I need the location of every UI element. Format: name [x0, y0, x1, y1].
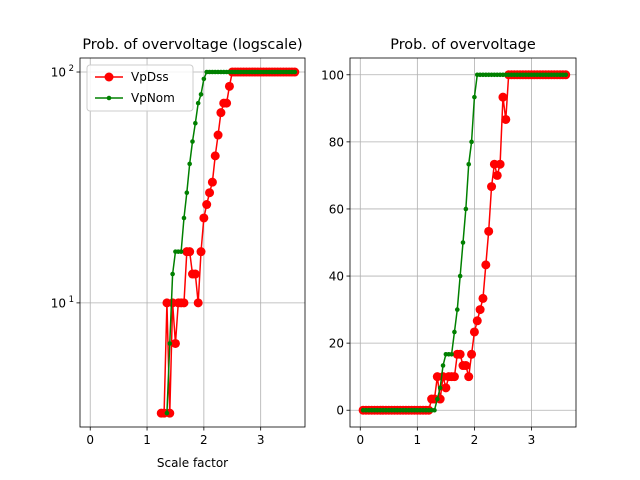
data-point-vpdss: [441, 383, 451, 393]
data-point-vpdss: [213, 130, 223, 140]
data-point-vpdss: [498, 92, 508, 102]
data-point-vpdss: [461, 361, 471, 371]
data-point-vpnom: [432, 407, 437, 413]
data-point-vpdss: [487, 182, 497, 192]
legend: VpDss VpNom: [86, 64, 194, 112]
y-tick-label: 40: [329, 270, 344, 284]
data-point-vpdss: [196, 247, 206, 257]
data-point-vpnom: [472, 94, 477, 100]
x-tick-label: 0: [86, 433, 94, 447]
legend-label-vpdss: VpDss: [131, 70, 169, 84]
x-tick-label: 3: [528, 433, 536, 447]
data-point-vpnom: [193, 120, 198, 126]
legend-marker-vpdss: [104, 72, 114, 82]
data-point-vpnom: [452, 329, 457, 335]
x-tick-label: 0: [356, 433, 364, 447]
right-plot-panel: Prob. of overvoltage 0 1 2 3 0 20 40 60 80 100: [321, 37, 577, 447]
x-tick-label: 1: [414, 433, 422, 447]
right-plot-title: Prob. of overvoltage: [390, 37, 536, 53]
left-plot-series: [156, 67, 300, 418]
data-point-vpdss: [207, 177, 217, 187]
y-tick-label: 60: [329, 202, 344, 216]
y-tick-label: 10: [51, 66, 66, 80]
data-point-vpdss: [190, 269, 200, 279]
data-point-vpdss: [464, 372, 474, 382]
left-plot-panel: Prob. of overvoltage (logscale) 0 1 2 310 11…: [51, 37, 306, 470]
data-point-vpdss: [484, 226, 494, 236]
left-plot-xlabel: Scale factor: [157, 456, 228, 470]
right-plot-grid: [350, 58, 576, 427]
data-point-vpnom: [435, 396, 440, 402]
data-point-vpdss: [478, 293, 488, 303]
data-point-vpnom: [164, 410, 170, 416]
data-point-vpnom: [187, 161, 192, 167]
data-point-vpnom: [449, 352, 454, 357]
data-point-vpdss: [185, 247, 195, 257]
data-point-vpdss: [467, 349, 477, 359]
data-point-vpnom: [181, 215, 187, 221]
data-point-vpdss: [199, 213, 209, 223]
x-tick-label: 3: [257, 433, 265, 447]
y-tick-label: 0: [336, 404, 344, 418]
legend-marker-vpnom: [106, 95, 112, 101]
data-point-vpdss: [475, 305, 485, 315]
data-point-vpdss: [202, 200, 212, 210]
x-tick-label: 1: [143, 433, 151, 447]
data-point-vpnom: [167, 341, 173, 346]
data-point-vpdss: [481, 260, 491, 270]
left-plot-frame: [79, 57, 306, 428]
data-point-vpdss: [501, 114, 511, 124]
data-point-vpnom: [463, 206, 469, 212]
data-point-vpnom: [437, 385, 443, 391]
data-point-vpnom: [190, 139, 195, 144]
right-plot-ticks: 0 1 2 3 0 20 40 60 80 100: [321, 68, 535, 447]
data-point-vpnom: [170, 271, 175, 277]
y-tick-exponent: 1: [69, 295, 74, 305]
x-tick-label: 2: [200, 433, 208, 447]
data-point-vpdss: [495, 159, 505, 169]
data-point-vpdss: [193, 298, 203, 308]
y-tick-label: 100: [321, 68, 344, 82]
data-point-vpnom: [178, 249, 184, 254]
data-point-vpdss: [455, 349, 465, 359]
data-point-vpnom: [201, 76, 207, 82]
data-point-vpdss: [170, 338, 180, 348]
legend-label-vpnom: VpNom: [131, 91, 175, 105]
data-point-vpnom: [195, 100, 201, 106]
y-tick-label: 10: [51, 296, 66, 310]
data-point-vpnom: [292, 69, 298, 75]
data-point-vpdss: [205, 188, 215, 198]
data-point-vpnom: [198, 92, 204, 97]
data-point-vpdss: [492, 170, 502, 180]
y-tick-label: 20: [329, 337, 344, 351]
data-point-vpnom: [184, 190, 190, 196]
right-plot-series: [358, 70, 571, 415]
data-point-vpnom: [469, 139, 474, 145]
data-point-vpnom: [460, 240, 466, 245]
data-point-vpnom: [454, 307, 460, 312]
data-point-vpdss: [216, 108, 226, 118]
data-point-vpdss: [449, 372, 459, 382]
y-tick-exponent: 2: [69, 64, 74, 74]
data-point-vpdss: [179, 298, 189, 308]
y-tick-label: 80: [329, 135, 344, 149]
right-plot-frame: [349, 57, 577, 428]
data-point-vpnom: [440, 363, 446, 368]
data-point-vpnom: [457, 273, 463, 279]
data-point-vpdss: [224, 81, 234, 91]
data-point-vpnom: [466, 161, 472, 167]
data-point-vpdss: [469, 327, 479, 337]
data-point-vpnom: [563, 72, 569, 78]
data-point-vpdss: [222, 98, 232, 108]
left-plot-title: Prob. of overvoltage (logscale): [82, 37, 302, 53]
data-point-vpdss: [210, 151, 220, 161]
x-tick-label: 2: [471, 433, 479, 447]
data-point-vpdss: [472, 316, 482, 326]
